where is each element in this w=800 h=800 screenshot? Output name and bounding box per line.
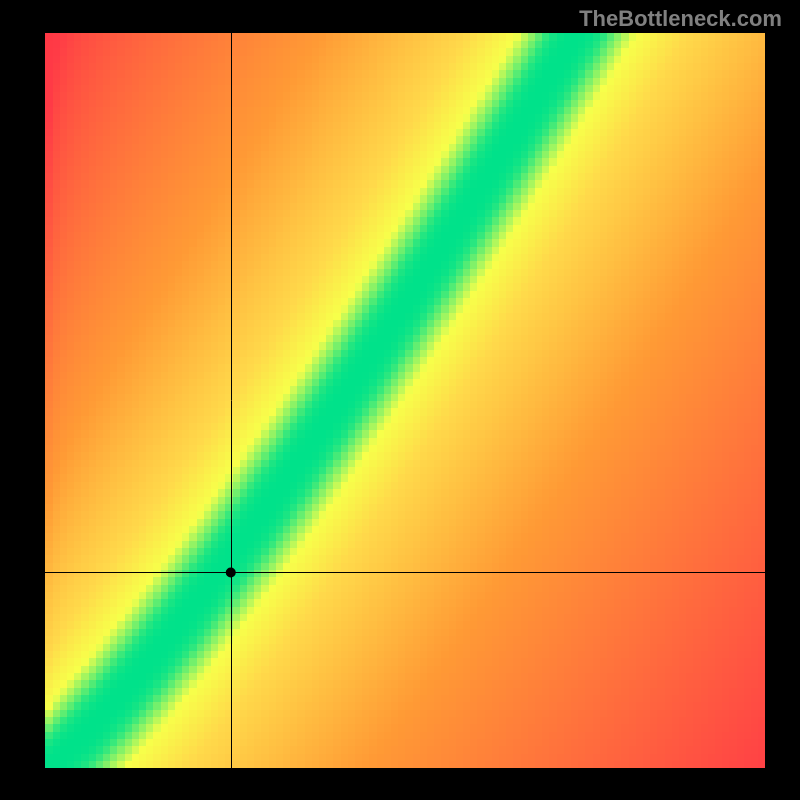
attribution-label: TheBottleneck.com xyxy=(579,6,782,32)
crosshair-overlay xyxy=(45,33,765,768)
chart-frame: TheBottleneck.com xyxy=(0,0,800,800)
